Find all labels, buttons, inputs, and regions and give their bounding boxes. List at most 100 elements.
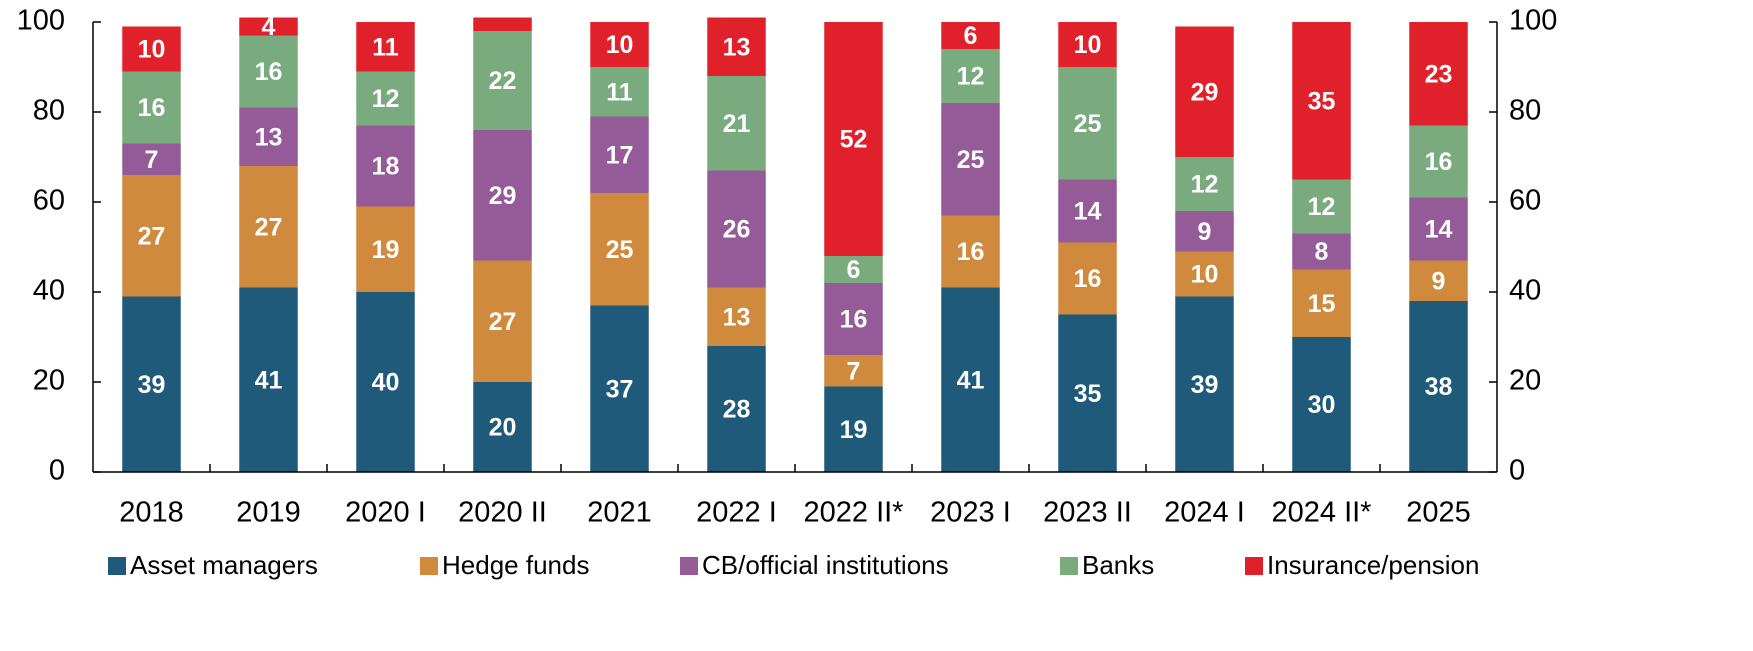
bar-segment [1175, 296, 1234, 472]
bar-segment [1058, 179, 1117, 243]
data-label: 13 [723, 303, 751, 331]
data-label: 12 [372, 85, 400, 113]
data-label: 12 [1308, 193, 1336, 221]
y-tick-label: 100 [17, 5, 65, 37]
data-label: 40 [372, 369, 400, 397]
data-label: 10 [1191, 261, 1219, 289]
bar-segment [1292, 233, 1351, 270]
bar-segment [473, 17, 532, 31]
bar-segment [473, 260, 532, 382]
y2-tick-label: 100 [1509, 5, 1557, 37]
bar-segment [590, 305, 649, 472]
data-label: 14 [1425, 216, 1453, 244]
bar-segment [1175, 251, 1234, 297]
bar-segment [122, 26, 181, 72]
data-label: 25 [1074, 110, 1102, 138]
data-label: 6 [847, 256, 861, 284]
data-label: 25 [957, 146, 985, 174]
legend-label: CB/official institutions [702, 550, 949, 580]
bar-segment [1292, 22, 1351, 180]
bar-segment [122, 143, 181, 175]
bar-segment [1409, 301, 1468, 472]
bar-segment [707, 170, 766, 288]
bar-segment [824, 355, 883, 387]
bar-segment [941, 287, 1000, 472]
bar-segment [473, 130, 532, 261]
legend-swatch [420, 557, 438, 575]
data-label: 19 [372, 236, 400, 264]
data-label: 12 [1191, 171, 1219, 199]
y-tick-label: 0 [49, 455, 65, 487]
data-label: 12 [957, 63, 985, 91]
data-label: 52 [840, 126, 868, 154]
x-tick-label: 2024 I [1164, 497, 1245, 529]
x-tick-label: 2025 [1406, 497, 1471, 529]
y-tick-label: 80 [33, 95, 65, 127]
y-tick-label: 20 [33, 365, 65, 397]
data-label: 27 [255, 213, 283, 241]
x-tick-label: 2020 I [345, 497, 426, 529]
data-label: 16 [1074, 265, 1102, 293]
x-tick-label: 2022 II* [804, 497, 904, 529]
bar-segment [824, 22, 883, 256]
bar-segment [707, 287, 766, 346]
bar-segment [941, 22, 1000, 49]
data-label: 19 [840, 416, 868, 444]
data-label: 20 [489, 414, 517, 442]
bar-segment [824, 386, 883, 472]
data-label: 11 [606, 78, 633, 106]
data-label: 27 [138, 222, 166, 250]
y2-tick-label: 60 [1509, 185, 1541, 217]
bar-segment [356, 71, 415, 126]
data-label: 16 [1425, 148, 1453, 176]
data-label: 7 [847, 357, 861, 385]
data-label: 38 [1425, 373, 1453, 401]
bar-segment [122, 71, 181, 144]
x-tick-label: 2018 [119, 497, 184, 529]
legend-label: Insurance/pension [1267, 550, 1479, 580]
bar-segment [239, 35, 298, 108]
bar-segment [1175, 26, 1234, 157]
bar-segment [473, 31, 532, 130]
y-tick-label: 40 [33, 275, 65, 307]
x-tick-label: 2019 [236, 497, 301, 529]
x-tick-label: 2020 II [458, 497, 547, 529]
data-label: 35 [1308, 87, 1336, 115]
data-label: 8 [1315, 238, 1329, 266]
bar-segment [1409, 125, 1468, 198]
bar-segment [707, 17, 766, 76]
bar-segment [1058, 242, 1117, 315]
data-label: 16 [138, 94, 166, 122]
data-label: 28 [723, 396, 751, 424]
bar-segment [1058, 22, 1117, 67]
data-label: 11 [372, 33, 399, 61]
data-label: 9 [1432, 267, 1446, 295]
data-label: 29 [1191, 78, 1219, 106]
bar-segment [941, 103, 1000, 216]
bar-segment [1175, 211, 1234, 252]
bar-segment [824, 283, 883, 355]
data-label: 7 [145, 146, 159, 174]
y2-tick-label: 40 [1509, 275, 1541, 307]
legend-label: Hedge funds [442, 550, 589, 580]
data-label: 6 [964, 22, 978, 50]
data-label: 22 [489, 67, 517, 95]
bar-segment [824, 256, 883, 283]
bar-segment [1292, 179, 1351, 234]
data-label: 41 [957, 366, 985, 394]
data-label: 41 [255, 366, 283, 394]
data-label: 16 [840, 306, 868, 334]
bar-segment [941, 49, 1000, 103]
legend-label: Banks [1082, 550, 1154, 580]
y-tick-label: 60 [33, 185, 65, 217]
bar-segment [239, 166, 298, 288]
data-label: 16 [957, 238, 985, 266]
x-tick-label: 2023 II [1043, 497, 1132, 529]
x-tick-label: 2024 II* [1272, 497, 1372, 529]
bar-segment [1058, 67, 1117, 180]
bar-segment [122, 175, 181, 297]
bar-segment [1175, 157, 1234, 211]
data-label: 25 [606, 236, 634, 264]
x-tick-label: 2023 I [930, 497, 1011, 529]
